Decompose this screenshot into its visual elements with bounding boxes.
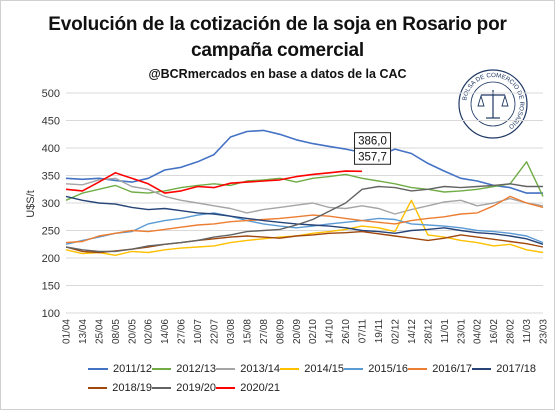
legend-item: 2017/18 — [472, 363, 536, 375]
series-line-2011-12 — [65, 129, 543, 194]
x-tick-label: 25/04 — [94, 319, 105, 344]
x-tick-label: 04/02 — [473, 319, 484, 344]
legend-label: 2014/15 — [304, 362, 344, 375]
legend-label: 2018/19 — [112, 381, 152, 394]
x-tick-label: 01/04 — [62, 319, 73, 344]
x-tick-label: 15/08 — [242, 319, 253, 344]
chart-title-line-1: Evolución de la cotización de la soja en… — [48, 14, 507, 35]
legend-item: 2018/19 — [88, 382, 152, 394]
y-tick-label: 200 — [42, 253, 60, 265]
y-axis-tick-labels: 100 150 200 250 300 350 400 450 500 — [42, 88, 60, 320]
x-tick-label: 19/11 — [374, 319, 385, 344]
annotation-label: 386,0 — [358, 136, 387, 148]
legend-label: 2015/16 — [368, 362, 408, 375]
legend-swatch — [88, 386, 108, 389]
gridlines — [66, 92, 543, 314]
series-line-2018-19 — [65, 230, 544, 254]
series-line-2014-15 — [65, 199, 544, 256]
y-tick-label: 250 — [42, 226, 60, 238]
x-tick-label: 13/04 — [78, 319, 89, 344]
series-line-2017-18 — [65, 195, 544, 245]
legend-swatch — [280, 367, 300, 370]
y-tick-label: 100 — [42, 308, 60, 320]
legend-swatch — [472, 367, 492, 370]
x-tick-label: 08/05 — [111, 319, 122, 344]
x-tick-label: 02/12 — [390, 319, 401, 344]
legend-item: 2015/16 — [344, 363, 408, 375]
x-tick-label: 16/02 — [489, 319, 500, 344]
x-tick-label: 10/07 — [193, 319, 204, 344]
legend-item: 2019/20 — [152, 382, 216, 394]
series-line-2012-13 — [65, 161, 544, 201]
legend-swatch — [216, 386, 236, 389]
legend-swatch — [216, 367, 236, 370]
legend-swatch — [152, 386, 172, 389]
legend-label: 2011/12 — [113, 362, 152, 375]
x-tick-label: 23/03 — [539, 319, 550, 344]
x-tick-label: 14/06 — [160, 319, 171, 344]
x-tick-label: 28/12 — [423, 319, 434, 344]
legend-swatch — [88, 367, 109, 370]
legend-label: 2019/20 — [176, 381, 216, 394]
x-tick-label: 11/01 — [440, 319, 451, 344]
legend-item: 2012/13 — [152, 363, 216, 375]
legend-label: 2013/14 — [240, 362, 280, 375]
legend-swatch — [152, 367, 172, 370]
x-tick-label: 28/02 — [506, 319, 517, 344]
annotation-label: 357,7 — [358, 151, 387, 163]
legend-label: 2017/18 — [496, 362, 536, 375]
x-tick-label: 14/10 — [325, 319, 336, 344]
y-tick-label: 300 — [42, 198, 60, 210]
x-tick-label: 20/05 — [127, 319, 138, 344]
series-line-2016-17 — [65, 195, 544, 244]
series-line-2019-20 — [65, 183, 543, 253]
x-tick-label: 02/06 — [144, 319, 155, 344]
legend-label: 2012/13 — [176, 362, 216, 375]
annotation-box — [354, 147, 392, 165]
data-annotations: 386,0 357,7 — [354, 132, 392, 165]
series-line-2020-21 — [65, 170, 363, 194]
y-tick-label: 450 — [42, 116, 60, 128]
series-line-2013-14 — [65, 177, 544, 215]
x-tick-label: 27/06 — [177, 319, 188, 344]
y-tick-label: 400 — [42, 143, 60, 155]
chart-subtitle: @BCRmercados en base a datos de la CAC — [148, 67, 407, 81]
legend-row: 2018/19 2019/20 2020/21 — [88, 378, 538, 397]
legend-item: 2020/21 — [216, 382, 280, 394]
legend-label: 2020/21 — [240, 381, 280, 394]
legend-swatch — [408, 367, 428, 370]
x-tick-label: 03/08 — [226, 319, 237, 344]
x-tick-label: 27/08 — [259, 319, 270, 344]
chart-legend: 2011/12 2012/13 2013/14 2014/15 2015/16 2016/… — [88, 359, 538, 397]
legend-item: 2011/12 — [88, 363, 152, 375]
y-tick-label: 350 — [42, 171, 60, 183]
chart-title-line-2: campaña comercial — [191, 40, 364, 61]
y-tick-label: 500 — [42, 88, 60, 100]
legend-swatch — [344, 367, 364, 370]
x-tick-label: 08/09 — [275, 319, 286, 344]
x-tick-label: 26/10 — [341, 319, 352, 344]
legend-item: 2013/14 — [216, 363, 280, 375]
x-axis-tick-labels: 01/04 13/04 25/04 08/05 20/05 02/06 14/06 27/06… — [62, 319, 550, 344]
x-tick-label: 02/10 — [308, 319, 319, 344]
legend-item: 2014/15 — [280, 363, 344, 375]
legend-label: 2016/17 — [432, 362, 472, 375]
x-tick-label: 23/01 — [456, 319, 467, 344]
series-lines — [65, 129, 544, 256]
x-tick-label: 07/11 — [358, 319, 369, 344]
x-tick-label: 20/09 — [292, 319, 303, 344]
legend-row: 2011/12 2012/13 2013/14 2014/15 2015/16 2016/… — [88, 359, 538, 378]
y-axis-label: U$S/t — [25, 190, 37, 218]
x-tick-label: 11/03 — [522, 319, 533, 344]
series-line-2015-16 — [65, 212, 544, 245]
y-tick-label: 150 — [42, 281, 60, 293]
x-tick-label: 22/07 — [210, 319, 221, 344]
legend-item: 2016/17 — [408, 363, 472, 375]
x-tick-label: 14/12 — [407, 319, 418, 344]
